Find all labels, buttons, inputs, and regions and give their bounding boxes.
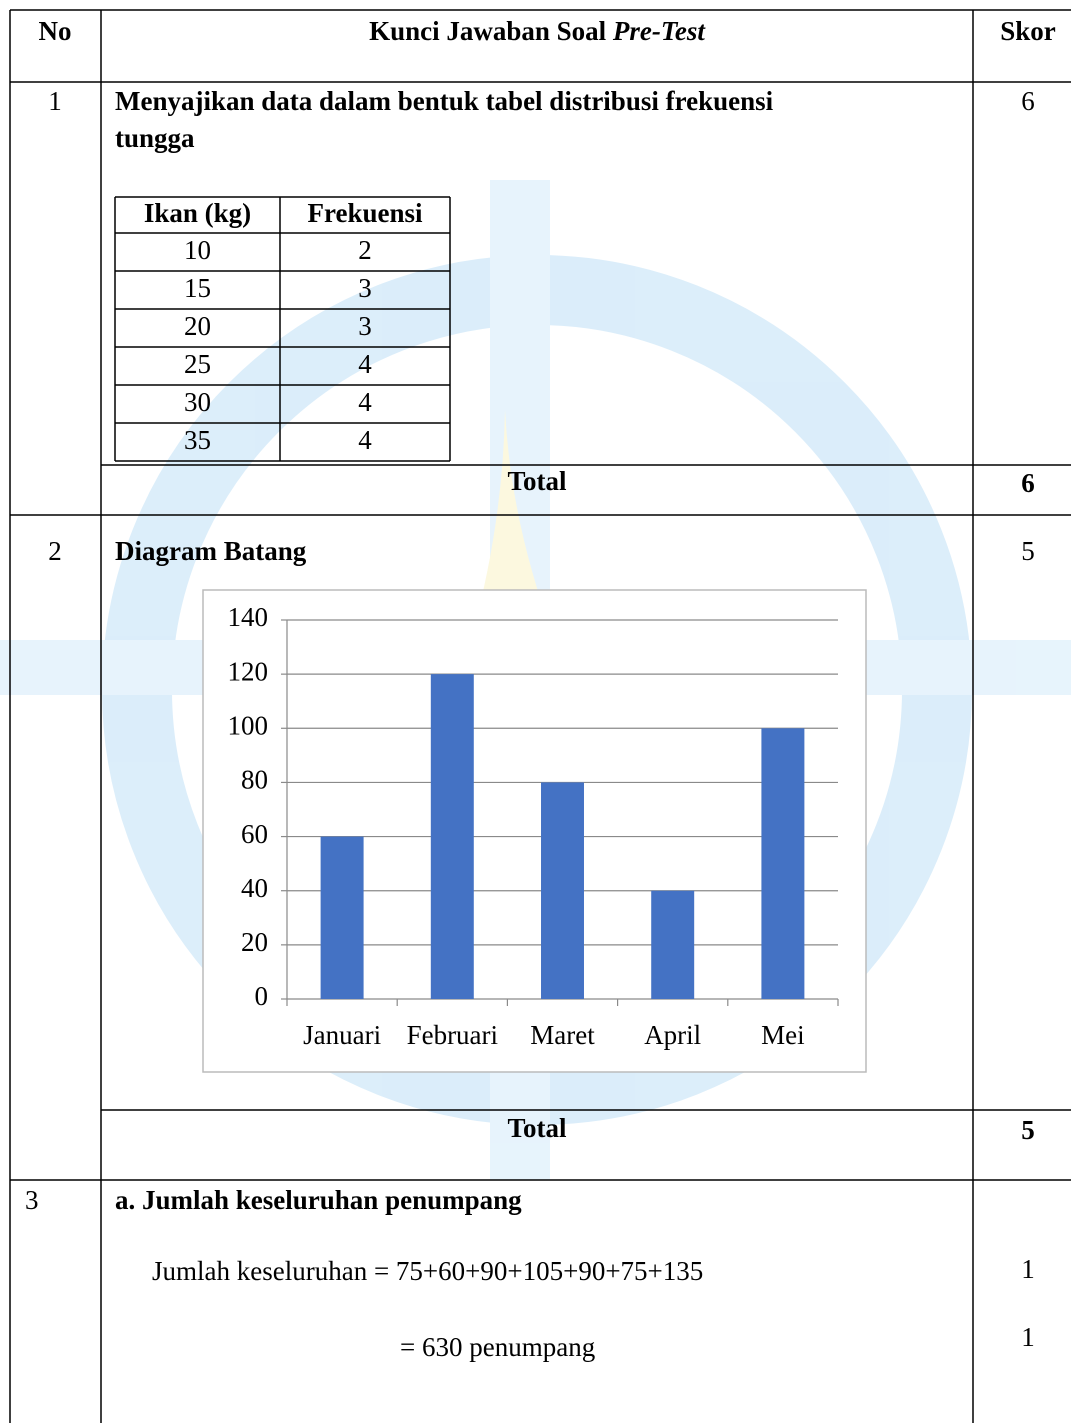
inner-cell: 3 xyxy=(358,311,372,341)
inner-cell: 4 xyxy=(358,387,372,417)
inner-cell: 30 xyxy=(184,387,211,417)
x-tick-label: Mei xyxy=(761,1020,805,1050)
inner-cell: 15 xyxy=(184,273,211,303)
cell-text: Diagram Batang xyxy=(115,536,307,566)
header-text: No xyxy=(39,16,72,46)
inner-cell: 10 xyxy=(184,235,211,265)
bar xyxy=(651,890,695,999)
cell-text: 1 xyxy=(1021,1322,1035,1352)
cell-text: Jumlah keseluruhan = 75+60+90+105+90+75+… xyxy=(152,1256,703,1286)
bar xyxy=(541,782,584,999)
header-text: Kunci Jawaban Soal Pre-Test xyxy=(369,16,706,46)
bar xyxy=(320,836,364,999)
y-tick-label: 60 xyxy=(241,819,268,849)
x-tick-label: Februari xyxy=(407,1020,498,1050)
cell-text: 2 xyxy=(48,536,62,566)
y-tick-label: 140 xyxy=(228,602,269,632)
y-tick-label: 20 xyxy=(241,927,268,957)
y-tick-label: 40 xyxy=(241,873,268,903)
inner-cell: 20 xyxy=(184,311,211,341)
inner-cell: 25 xyxy=(184,349,211,379)
cell-text: tungga xyxy=(115,123,195,153)
cell-text: a. Jumlah keseluruhan penumpang xyxy=(115,1185,522,1215)
total-label: Total xyxy=(507,1113,567,1143)
cell-text: = 630 penumpang xyxy=(400,1332,595,1362)
y-tick-label: 80 xyxy=(241,765,268,795)
inner-cell: 4 xyxy=(358,425,372,455)
cell-text: 5 xyxy=(1021,536,1035,566)
chart-frame xyxy=(202,589,867,1073)
x-tick-label: Maret xyxy=(530,1020,595,1050)
header-text: Pre-Test xyxy=(612,16,706,46)
inner-cell: 4 xyxy=(358,349,372,379)
cell-text: 1 xyxy=(1021,1254,1035,1284)
cell-text: 6 xyxy=(1021,86,1035,116)
y-tick-label: 120 xyxy=(228,656,269,686)
total-value: 5 xyxy=(1021,1115,1035,1145)
inner-cell: 2 xyxy=(358,235,372,265)
header-text: Kunci Jawaban Soal xyxy=(369,16,607,46)
inner-header: Frekuensi xyxy=(307,198,423,228)
y-tick-label: 0 xyxy=(255,981,269,1011)
x-tick-label: Januari xyxy=(303,1020,381,1050)
inner-cell: 3 xyxy=(358,273,372,303)
bar xyxy=(430,674,474,999)
x-tick-label: April xyxy=(644,1020,701,1050)
y-tick-label: 100 xyxy=(228,710,269,740)
cell-text: Menyajikan data dalam bentuk tabel distr… xyxy=(115,86,774,116)
total-value: 6 xyxy=(1021,468,1035,498)
cell-text: 1 xyxy=(48,86,62,116)
header-text: Skor xyxy=(1000,16,1056,46)
cell-text: 3 xyxy=(25,1185,39,1215)
inner-header: Ikan (kg) xyxy=(144,198,251,228)
bar xyxy=(761,728,805,999)
inner-cell: 35 xyxy=(184,425,211,455)
total-label: Total xyxy=(507,466,567,496)
